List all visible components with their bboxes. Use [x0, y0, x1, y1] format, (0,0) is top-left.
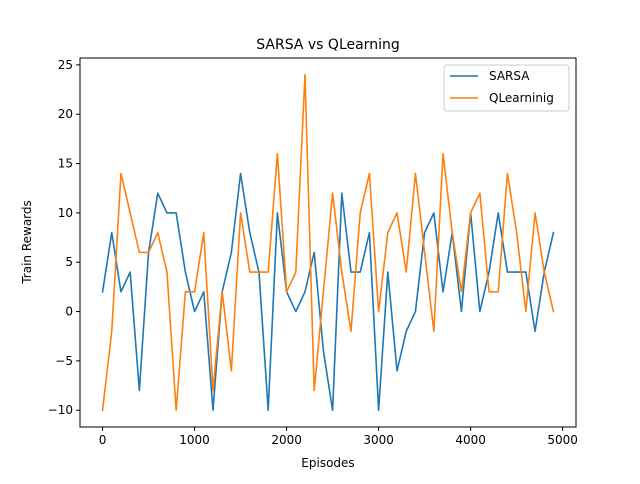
x-tick-label: 1000	[179, 433, 210, 447]
y-tick-label: 15	[58, 157, 73, 171]
axes-frame	[79, 57, 577, 428]
y-tick-label: 20	[58, 107, 73, 121]
x-axis-label: Episodes	[301, 456, 354, 470]
y-tick-label: −10	[48, 403, 73, 417]
chart-title: SARSA vs QLearning	[256, 37, 399, 53]
y-axis-label: Train Rewards	[20, 200, 34, 285]
y-tick-label: 25	[58, 58, 73, 72]
x-tick-label: 0	[99, 433, 107, 447]
legend-label-sarsa: SARSA	[489, 69, 530, 83]
x-tick-label: 4000	[455, 433, 486, 447]
legend: SARSA QLearninig	[443, 64, 570, 112]
y-tick-label: 0	[65, 305, 73, 319]
series-layer	[101, 73, 555, 412]
y-axis: −10 −5 0 5 10 15 20 25	[48, 58, 80, 417]
series-line-qlearninig	[101, 73, 555, 412]
y-tick-label: −5	[55, 354, 73, 368]
x-tick-label: 5000	[547, 433, 578, 447]
x-tick-label: 3000	[363, 433, 394, 447]
series-line-sarsa	[101, 172, 555, 412]
legend-label-qlearninig: QLearninig	[489, 91, 554, 105]
y-tick-label: 10	[58, 206, 73, 220]
x-tick-label: 2000	[271, 433, 302, 447]
x-axis: 0 1000 2000 3000 4000 5000	[99, 427, 578, 447]
y-tick-label: 5	[65, 255, 73, 269]
